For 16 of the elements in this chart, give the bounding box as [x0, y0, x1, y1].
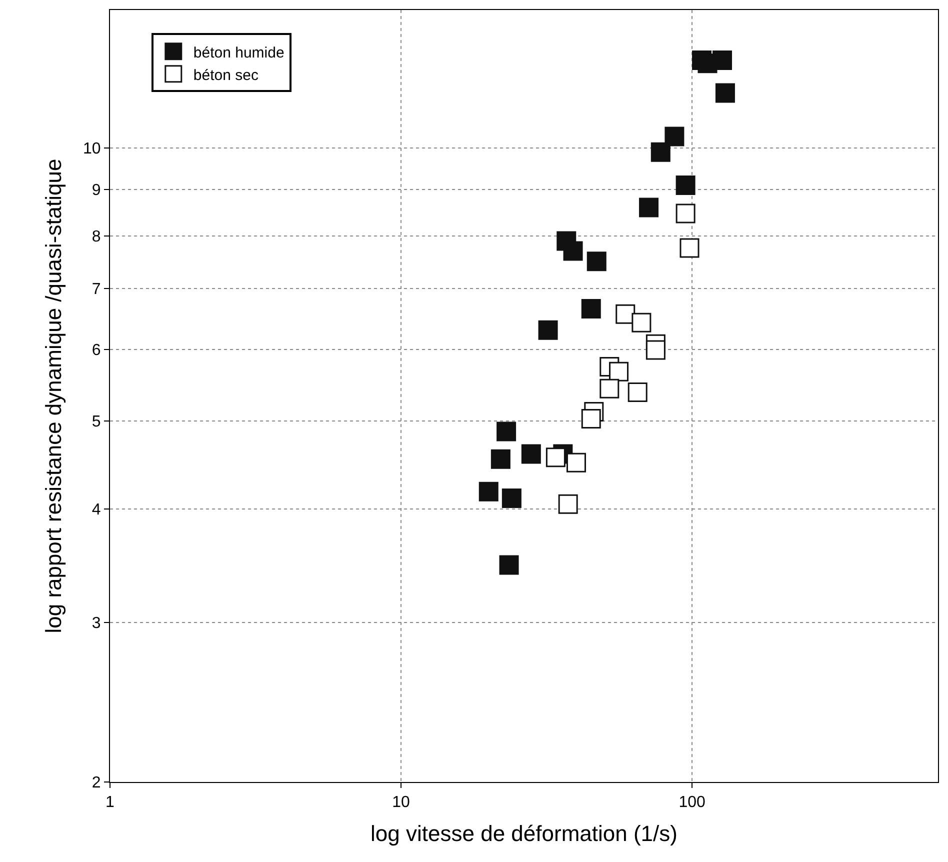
y-tick-label: 8 — [92, 228, 101, 246]
y-tick-label: 9 — [92, 182, 101, 200]
x-tick-label: 1 — [106, 794, 115, 812]
x-tick-label: 10 — [392, 794, 410, 812]
y-tick-label: 3 — [92, 614, 101, 632]
y-tick-label: 6 — [92, 342, 101, 359]
y-tick-label: 5 — [92, 414, 101, 431]
y-tick-label: 10 — [83, 140, 101, 158]
y-tick-label: 7 — [92, 281, 101, 298]
legend-label: béton sec — [193, 66, 259, 84]
y-tick-label: 2 — [92, 774, 101, 792]
legend-label: béton humide — [193, 44, 284, 62]
y-tick-label: 4 — [92, 502, 101, 519]
x-axis-title: log vitesse de déformation (1/s) — [370, 821, 678, 846]
y-axis-title: log rapport resistance dynamique /quasi-statique — [40, 158, 66, 634]
x-tick-label: 100 — [678, 794, 706, 812]
